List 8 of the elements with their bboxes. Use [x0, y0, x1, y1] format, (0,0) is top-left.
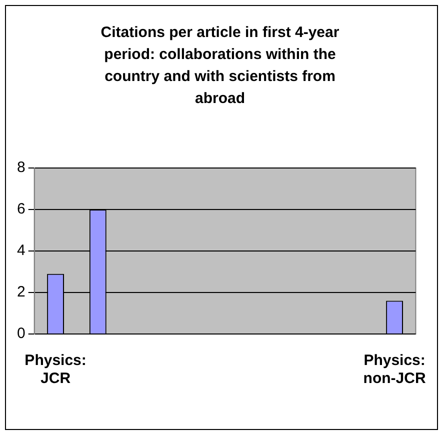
y-tick-label: 0 [17, 325, 26, 342]
y-tick-label: 6 [17, 200, 26, 218]
chart-title: Citations per article in first 4-year period: collaborations within the country and with scientists from abroad [100, 23, 340, 109]
x-tick-label: Physics: non-JCR [363, 352, 426, 388]
y-tick-label: 2 [17, 284, 26, 301]
y-tick-label: 8 [17, 159, 26, 176]
y-tick-label: 4 [17, 242, 26, 260]
x-tick-label: Physics: JCR [24, 352, 86, 388]
